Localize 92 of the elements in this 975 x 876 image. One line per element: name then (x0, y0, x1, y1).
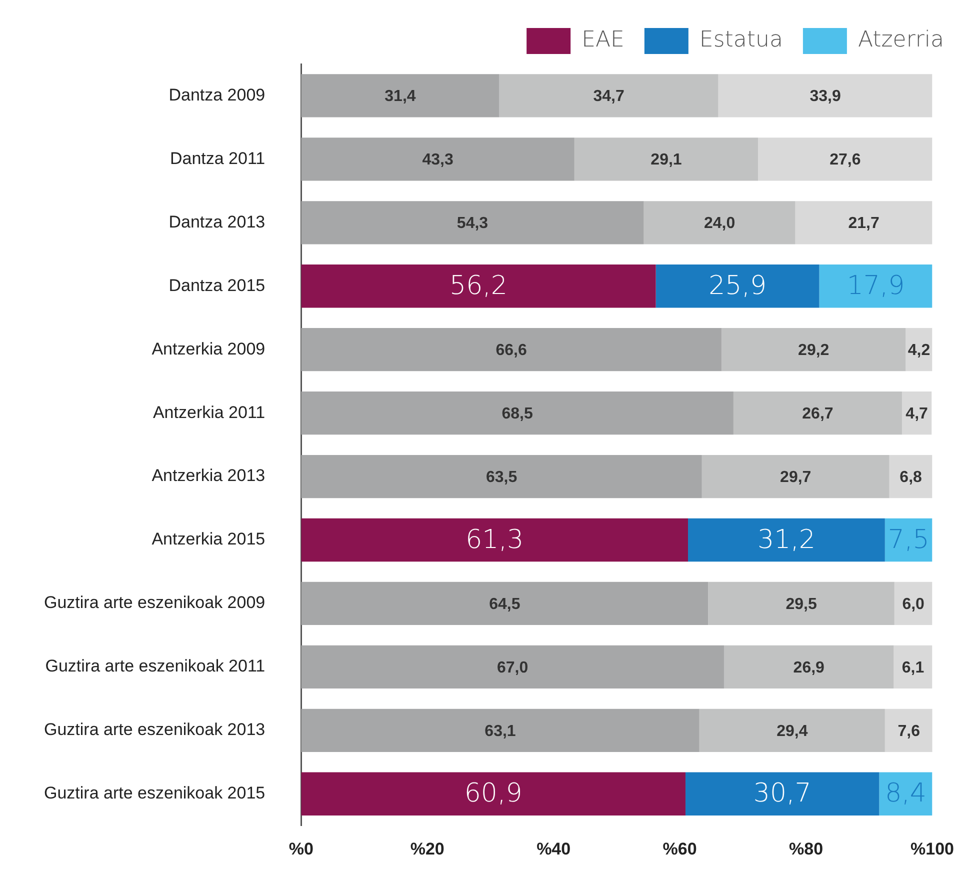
y-tick-label: Guztira arte eszenikoak 2009 (44, 593, 266, 612)
bar (685, 772, 880, 816)
bar (301, 74, 500, 118)
data-label: 63,5 (486, 468, 518, 486)
x-tick-label: %20 (410, 839, 444, 858)
data-label: 67,0 (496, 659, 528, 676)
data-label: 4,2 (908, 342, 930, 360)
data-label: 29,5 (786, 596, 817, 613)
legend-label: Atzerria (858, 28, 944, 53)
data-label: 27,6 (830, 152, 861, 169)
bar (819, 264, 932, 308)
data-label: 17,9 (846, 270, 905, 301)
bar (301, 391, 734, 435)
data-label: 26,7 (802, 405, 834, 422)
bar (724, 645, 894, 689)
bar (301, 772, 686, 816)
data-label: 6,8 (900, 468, 922, 486)
data-label: 24,0 (704, 215, 736, 232)
bar (301, 138, 574, 181)
bar (688, 518, 885, 562)
data-label: 64,5 (489, 596, 520, 613)
data-label: 7,5 (888, 524, 930, 555)
bar (301, 645, 724, 689)
bar (499, 74, 718, 118)
data-label: 61,3 (466, 524, 524, 555)
bar (301, 264, 656, 308)
x-tick-label: %60 (662, 839, 697, 858)
data-label: 33,9 (810, 88, 841, 106)
bar (718, 74, 932, 118)
data-label: 63,1 (484, 722, 516, 740)
data-label: 29,7 (780, 468, 812, 486)
x-tick-label: %0 (288, 839, 314, 858)
bar (301, 582, 708, 626)
x-tick-label: %80 (789, 839, 824, 858)
bar (702, 454, 890, 498)
data-label: 54,3 (456, 215, 488, 232)
bar (301, 454, 702, 498)
bar (656, 264, 820, 308)
bar (699, 708, 885, 752)
bar (644, 201, 796, 244)
data-label: 29,4 (776, 722, 808, 740)
data-label: 4,7 (906, 405, 928, 422)
data-label: 31,2 (758, 524, 816, 555)
legend-label: EAE (582, 28, 624, 53)
y-tick-label: Antzerkia 2013 (152, 466, 266, 486)
bar (733, 391, 902, 435)
bar (301, 201, 644, 244)
data-label: 34,7 (593, 88, 624, 106)
data-label: 68,5 (502, 405, 533, 422)
y-tick-label: Guztira arte eszenikoak 2015 (44, 784, 266, 803)
data-label: 56,2 (450, 270, 508, 301)
y-tick-label: Dantza 2015 (168, 276, 266, 295)
data-label: 60,9 (464, 778, 522, 809)
bar (884, 518, 932, 562)
bar (758, 138, 932, 181)
bar (884, 708, 932, 752)
data-label: 26,9 (793, 659, 825, 676)
y-tick-label: Guztira arte eszenikoak 2013 (44, 720, 266, 740)
bar (574, 138, 758, 181)
x-tick-label: %40 (536, 839, 571, 858)
bar (301, 518, 688, 562)
data-label: 29,2 (798, 342, 830, 360)
y-tick-label: Dantza 2011 (170, 148, 266, 168)
bar (894, 645, 932, 689)
data-label: 66,6 (496, 342, 527, 360)
data-label: 6,1 (902, 659, 924, 676)
bar (301, 328, 722, 372)
bar (889, 454, 932, 498)
bar (795, 201, 932, 244)
data-label: 29,1 (650, 152, 682, 169)
bar (902, 391, 932, 435)
bar (721, 328, 906, 372)
y-tick-label: Guztira arte eszenikoak 2011 (45, 656, 266, 676)
y-tick-label: Antzerkia 2015 (152, 530, 266, 549)
x-tick-label: %100 (910, 839, 954, 858)
data-label: 25,9 (708, 270, 766, 301)
data-label: 6,0 (902, 596, 925, 613)
bar (301, 708, 700, 752)
bar (894, 582, 932, 626)
data-label: 43,3 (422, 152, 454, 169)
bar (879, 772, 932, 816)
data-label: 21,7 (848, 215, 880, 232)
y-tick-label: Dantza 2009 (168, 85, 266, 104)
legend-label: Estatua (699, 28, 783, 53)
data-label: 7,6 (898, 722, 920, 740)
data-label: 30,7 (753, 778, 812, 809)
y-tick-label: Dantza 2013 (168, 212, 266, 232)
data-label: 31,4 (384, 88, 416, 106)
data-label: 8,4 (885, 778, 926, 809)
bar (708, 582, 894, 626)
y-tick-label: Antzerkia 2009 (152, 339, 266, 358)
y-tick-label: Antzerkia 2011 (152, 402, 266, 422)
